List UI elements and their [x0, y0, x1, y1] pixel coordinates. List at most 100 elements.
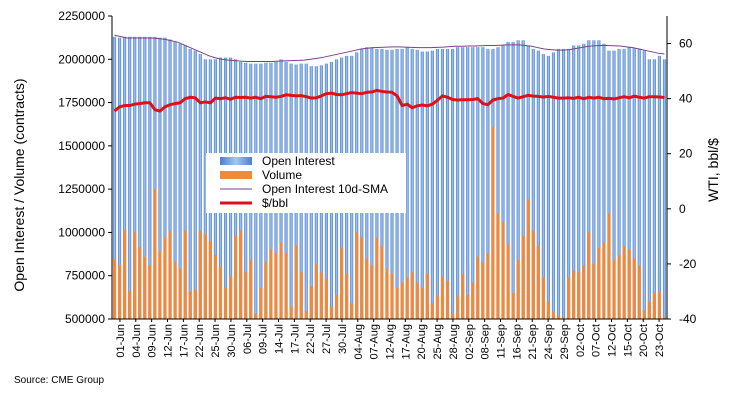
volume-bar: [173, 261, 177, 319]
legend-label: Open Interest 10d-SMA: [262, 182, 388, 196]
x-tick-label: 11-Sep: [496, 324, 508, 359]
open-interest-bar: [481, 47, 485, 320]
legend-swatch-volume: [220, 171, 252, 179]
volume-bar: [138, 247, 142, 319]
open-interest-bar: [597, 40, 601, 320]
open-interest-bar: [536, 50, 540, 319]
open-interest-bar: [456, 47, 460, 320]
volume-bar: [334, 294, 339, 319]
volume-bar: [647, 301, 651, 319]
right-tick-label: 40: [679, 92, 693, 106]
open-interest-bar: [582, 43, 586, 319]
axes: [108, 15, 671, 322]
open-interest-bar: [602, 43, 606, 319]
volume-bar: [370, 265, 374, 319]
left-tick-label: 2000000: [58, 52, 105, 66]
left-tick-label: 1000000: [58, 225, 105, 239]
volume-bar: [440, 276, 445, 319]
left-tick-label: 500000: [65, 312, 105, 326]
volume-bar: [577, 272, 581, 319]
legend-label: $/bbl: [262, 196, 288, 210]
volume-bar: [350, 303, 354, 319]
volume-bar: [536, 246, 540, 319]
volume-bar: [587, 232, 591, 319]
open-interest-bar: [637, 48, 641, 320]
volume-bar: [546, 301, 550, 319]
volume-bar: [324, 279, 328, 319]
volume-bar: [612, 260, 616, 319]
volume-bar: [506, 244, 510, 319]
volume-bar: [617, 254, 621, 319]
open-interest-bar: [168, 39, 172, 320]
volume-bar: [198, 230, 202, 319]
open-interest-bar: [652, 59, 656, 319]
volume-bar: [390, 273, 394, 319]
volume-bar: [208, 241, 212, 319]
volume-bar: [213, 254, 217, 319]
volume-bar: [340, 248, 344, 319]
open-interest-bar: [627, 47, 631, 320]
volume-bar: [415, 282, 419, 319]
volume-bar: [309, 286, 313, 319]
volume-bar: [223, 287, 228, 319]
volume-bar: [279, 242, 283, 319]
volume-bar: [259, 287, 263, 319]
x-tick-label: 17-Jul: [289, 324, 301, 354]
open-interest-bar: [466, 47, 470, 320]
volume-bar: [319, 272, 323, 319]
x-tick-label: 14-Jul: [274, 324, 286, 354]
volume-bar: [163, 237, 167, 319]
x-tick-label: 30-Jun: [226, 324, 238, 358]
open-interest-bar: [198, 54, 202, 320]
volume-bar: [516, 260, 520, 319]
volume-bar: [254, 313, 258, 319]
left-tick-label: 2250000: [58, 9, 105, 23]
volume-bar: [501, 222, 505, 319]
open-interest-bar: [128, 36, 132, 319]
left-tick-label: 1250000: [58, 182, 105, 196]
right-axis-label: WTI, bbl/$: [705, 138, 721, 202]
volume-bar: [244, 272, 248, 319]
open-interest-bar: [642, 50, 646, 319]
right-tick-label: 60: [679, 37, 693, 51]
volume-bar: [496, 213, 500, 319]
open-interest-bar: [541, 54, 545, 320]
volume-bars: [112, 126, 667, 319]
open-interest-bar: [476, 47, 480, 320]
volume-bar: [188, 291, 192, 319]
open-interest-bar: [662, 59, 667, 319]
x-tick-label: 20-Aug: [416, 324, 428, 359]
volume-bar: [521, 235, 525, 319]
volume-bar: [345, 273, 349, 319]
open-interest-bar: [451, 48, 455, 320]
left-axis-label: Open Interest / Volume (contracts): [11, 78, 27, 291]
open-interest-bar: [461, 47, 465, 320]
x-tick-label: 20-Oct: [638, 324, 650, 357]
open-interest-bar: [587, 40, 591, 320]
x-tick-label: 07-Oct: [591, 324, 603, 357]
volume-bar: [466, 294, 470, 319]
open-interest-bar: [501, 45, 505, 320]
open-interest-bar: [405, 47, 409, 320]
open-interest-bar: [203, 59, 207, 319]
open-interest-bar: [112, 36, 117, 319]
open-interest-bar: [425, 51, 429, 320]
volume-bar: [299, 272, 303, 319]
x-tick-label: 22-Jul: [305, 324, 317, 354]
open-interest-bar: [415, 49, 419, 319]
volume-bar: [123, 229, 127, 319]
open-interest-bar: [173, 41, 177, 319]
open-interest-bar: [410, 48, 414, 320]
volume-bar: [662, 317, 667, 319]
x-tick-label: 04-Jun: [131, 324, 143, 358]
x-tick-label: 22-Jun: [194, 324, 206, 358]
volume-bar: [203, 234, 207, 319]
volume-bar: [551, 312, 556, 319]
open-interest-bar: [632, 48, 636, 319]
volume-bar: [562, 317, 566, 319]
x-tick-label: 28-Aug: [448, 324, 460, 359]
open-interest-bar: [430, 50, 434, 319]
open-interest-bar: [188, 48, 192, 320]
open-interest-bar: [526, 45, 530, 320]
